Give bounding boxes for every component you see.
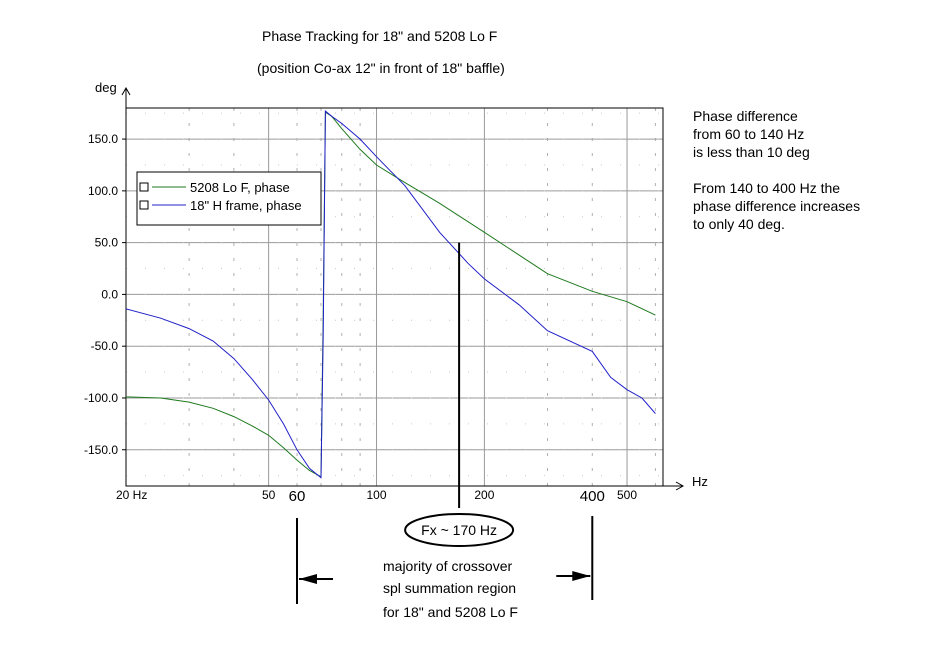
- legend-checkbox-2[interactable]: [139, 200, 149, 210]
- y-tick-label: 50.0: [95, 236, 119, 250]
- legend: 5208 Lo F, phase 18" H frame, phase: [136, 171, 322, 226]
- grid: [126, 108, 663, 486]
- region-end-arrow-icon: [572, 571, 591, 581]
- region-text-line-1: majority of crossover: [383, 558, 513, 574]
- fx-label: Fx ~ 170 Hz: [421, 522, 497, 538]
- region-text-line-3: for 18" and 5208 Lo F: [383, 604, 518, 620]
- x-tick-label: 20 Hz: [116, 488, 147, 502]
- y-tick-label: -50.0: [91, 339, 119, 353]
- legend-label-1: 5208 Lo F, phase: [190, 180, 290, 195]
- note1-line-1: Phase difference: [693, 108, 798, 124]
- x-axis-arrow-icon: [663, 481, 685, 491]
- fx-ellipse: [404, 513, 515, 547]
- region-start-arrow-icon: [299, 574, 318, 584]
- note-phase-increase: From 140 to 400 Hz the phase difference …: [693, 179, 860, 233]
- x-marked-label: 400: [580, 488, 605, 505]
- chart-title: Phase Tracking for 18" and 5208 Lo F: [262, 28, 498, 44]
- chart-subtitle: (position Co-ax 12" in front of 18" baff…: [257, 60, 505, 76]
- y-tick-label: 0.0: [101, 287, 118, 301]
- y-axis: 150.0 100.0 50.0 0.0 -50.0 -100.0 -150.0: [84, 132, 126, 457]
- series-layer: [125, 110, 656, 479]
- plot-frame: [125, 107, 664, 487]
- y-axis-arrow-icon: [121, 86, 131, 108]
- y-tick-label: 150.0: [88, 132, 118, 146]
- note2-line-1: From 140 to 400 Hz the: [693, 180, 841, 196]
- region-text-line-2: spl summation region: [383, 580, 517, 596]
- legend-box: [136, 171, 322, 226]
- note-phase-difference: Phase difference from 60 to 140 Hz is le…: [693, 107, 810, 161]
- x-tick-label: 100: [366, 488, 386, 502]
- y-axis-label: deg: [95, 80, 117, 95]
- x-axis: 20 Hz 50 100 200 500 60 400: [116, 488, 637, 505]
- legend-label-2: 18" H frame, phase: [190, 198, 302, 213]
- x-axis-label: Hz: [692, 474, 708, 489]
- note1-line-3: is less than 10 deg: [693, 144, 810, 160]
- x-tick-label: 50: [262, 488, 276, 502]
- note1-line-2: from 60 to 140 Hz: [693, 126, 805, 142]
- x-tick-label: 500: [617, 488, 637, 502]
- y-tick-label: -150.0: [84, 443, 118, 457]
- annotation-layer: Fx ~ 170 Hz: [296, 242, 594, 604]
- note2-line-2: phase difference increases: [693, 198, 861, 214]
- series-line-2: [125, 110, 656, 479]
- y-tick-label: -100.0: [84, 391, 118, 405]
- note2-line-3: to only 40 deg.: [693, 216, 785, 232]
- x-tick-label: 200: [474, 488, 494, 502]
- y-tick-label: 100.0: [88, 184, 118, 198]
- legend-checkbox-1[interactable]: [139, 182, 149, 192]
- x-marked-label: 60: [289, 488, 306, 505]
